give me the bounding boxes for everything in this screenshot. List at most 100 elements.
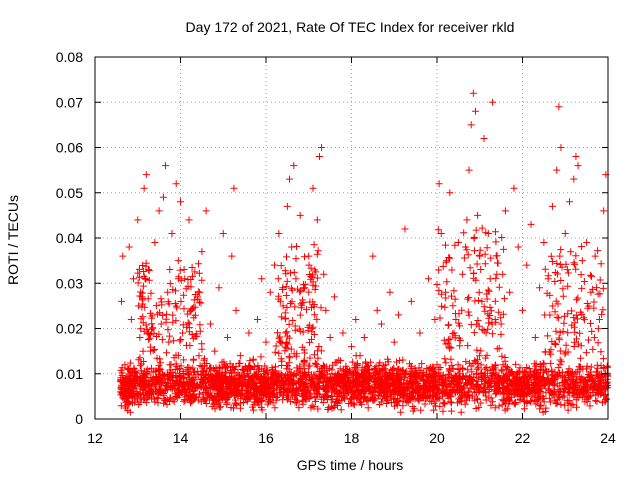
data-point	[144, 266, 152, 274]
data-point	[125, 243, 133, 251]
data-point	[241, 365, 249, 373]
data-point	[224, 334, 232, 342]
data-point	[574, 162, 582, 170]
y-tick-label: 0.04	[56, 230, 83, 246]
data-point	[497, 320, 505, 328]
data-point	[446, 189, 454, 197]
data-point	[510, 184, 518, 192]
data-point	[591, 252, 599, 260]
data-point	[595, 315, 603, 323]
data-point	[478, 297, 486, 305]
data-point	[489, 98, 497, 106]
data-point	[164, 288, 172, 296]
data-point	[309, 184, 317, 192]
data-point	[544, 275, 552, 283]
data-point	[553, 166, 561, 174]
data-point	[166, 361, 174, 369]
data-point	[557, 144, 565, 151]
data-point	[450, 329, 458, 337]
data-point	[395, 311, 403, 319]
data-point	[279, 302, 287, 310]
data-point	[474, 211, 482, 219]
data-point	[386, 288, 394, 296]
data-point	[136, 334, 144, 342]
data-point	[318, 144, 326, 151]
x-tick-label: 24	[600, 430, 616, 446]
y-tick-label: 0.07	[56, 94, 83, 110]
y-tick-label: 0.05	[56, 185, 83, 201]
data-point	[536, 284, 544, 292]
data-point	[583, 239, 591, 247]
data-point	[320, 270, 328, 278]
x-axis-tick-labels: 12 14 16 18 20 22 24	[87, 430, 616, 446]
data-point	[343, 365, 351, 373]
data-point	[305, 252, 313, 260]
data-point	[476, 252, 484, 260]
data-point	[360, 334, 368, 342]
data-point	[123, 379, 131, 387]
data-point	[467, 121, 475, 129]
data-point	[335, 356, 343, 364]
data-point	[275, 229, 283, 237]
data-point	[162, 162, 170, 170]
data-point	[185, 216, 193, 224]
data-point	[493, 270, 501, 278]
axis-ticks	[94, 56, 609, 420]
y-tick-label: 0.01	[56, 366, 83, 382]
y-tick-label: 0	[75, 411, 83, 427]
data-point	[315, 153, 323, 161]
data-point	[463, 216, 471, 224]
data-points	[117, 89, 612, 416]
data-point	[416, 329, 424, 337]
data-point	[266, 288, 274, 296]
x-tick-label: 16	[258, 430, 274, 446]
data-point	[471, 107, 479, 115]
data-point	[578, 257, 586, 265]
data-point	[527, 220, 535, 228]
data-point	[187, 306, 195, 314]
data-point	[465, 166, 473, 174]
data-point	[424, 275, 432, 283]
data-point	[561, 229, 569, 237]
data-point	[292, 275, 300, 283]
data-point	[194, 293, 202, 301]
data-point	[177, 198, 184, 206]
data-point	[181, 275, 189, 283]
y-axis-label: ROTI / TECUs	[5, 195, 21, 285]
data-point	[151, 239, 159, 247]
data-point	[142, 171, 150, 179]
data-point	[523, 261, 531, 269]
data-point	[566, 198, 574, 206]
data-point	[570, 175, 578, 183]
data-point	[174, 257, 182, 265]
data-point	[189, 356, 197, 364]
data-point	[286, 175, 294, 183]
data-point	[555, 103, 563, 111]
data-point	[519, 306, 526, 314]
data-point	[198, 248, 206, 256]
data-point	[219, 229, 227, 237]
data-point	[159, 193, 167, 201]
data-point	[206, 320, 214, 328]
data-point	[435, 180, 443, 188]
data-point	[134, 216, 142, 224]
data-point	[313, 216, 321, 224]
data-point	[157, 320, 165, 328]
data-point	[356, 352, 364, 360]
data-point	[147, 347, 155, 355]
data-point	[288, 243, 296, 251]
data-point	[531, 334, 539, 342]
data-point	[230, 184, 238, 192]
data-point	[339, 329, 347, 337]
data-point	[469, 89, 477, 97]
data-point	[431, 315, 439, 323]
data-point	[290, 162, 298, 170]
data-point	[454, 239, 462, 247]
data-point	[459, 270, 467, 278]
data-point	[168, 229, 176, 237]
data-point	[501, 207, 509, 215]
chart-title: Day 172 of 2021, Rate Of TEC Index for r…	[186, 19, 515, 35]
x-tick-label: 22	[515, 430, 531, 446]
data-point	[138, 293, 146, 301]
y-axis-tick-labels: 0 0.01 0.02 0.03 0.04 0.05 0.06 0.07 0.08	[56, 49, 83, 427]
